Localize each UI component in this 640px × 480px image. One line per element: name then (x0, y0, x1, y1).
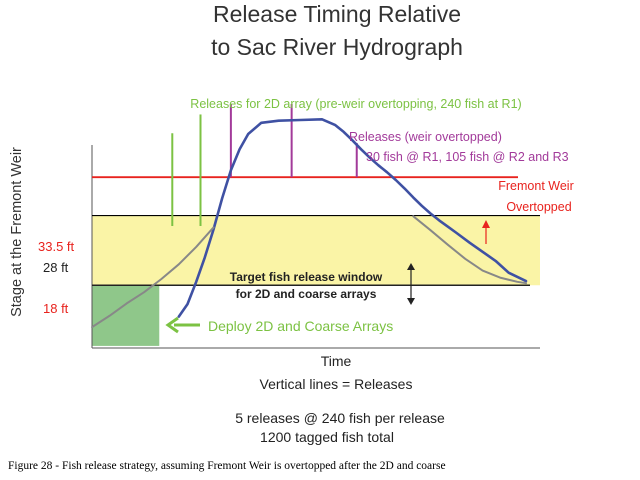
weir-annotation-2: Overtopped (506, 200, 571, 214)
deploy-arrow (165, 316, 200, 334)
chart-title-line-1: Release Timing Relative (213, 1, 461, 27)
deploy-annotation: Deploy 2D and Coarse Arrays (208, 318, 393, 334)
hydrograph-line (177, 118, 528, 318)
deploy-arrays-box (92, 285, 160, 346)
purple-releases-annotation-2: 30 fish @ R1, 105 fish @ R2 and R3 (366, 150, 569, 164)
x-axis-label: Time (321, 353, 352, 369)
green-releases-annotation: Releases for 2D array (pre-weir overtopp… (190, 97, 521, 111)
purple-releases-annotation-1: Releases (weir overtopped) (349, 130, 502, 144)
ref-label-33-5: 33.5 ft (38, 239, 75, 254)
weir-annotation-1: Fremont Weir (498, 179, 573, 193)
target-window-arrow (407, 263, 415, 305)
target-window-annotation-2: for 2D and coarse arrays (236, 287, 377, 301)
summary-line-2: 1200 tagged fish total (260, 429, 394, 445)
ref-label-28: 28 ft (43, 260, 69, 275)
summary-line-1: 5 releases @ 240 fish per release (235, 410, 445, 426)
chart-title-line-2: to Sac River Hydrograph (211, 34, 463, 60)
y-axis-label: Stage at the Fremont Weir (9, 147, 25, 317)
figure-caption: Figure 28 - Fish release strategy, assum… (8, 460, 446, 472)
falling-limb-line (412, 215, 527, 285)
target-window-annotation-1: Target fish release window (230, 270, 383, 284)
weir-arrow (482, 220, 490, 244)
x-axis-note: Vertical lines = Releases (260, 376, 413, 392)
rising-limb-line (91, 226, 215, 329)
ref-label-18: 18 ft (43, 301, 69, 316)
